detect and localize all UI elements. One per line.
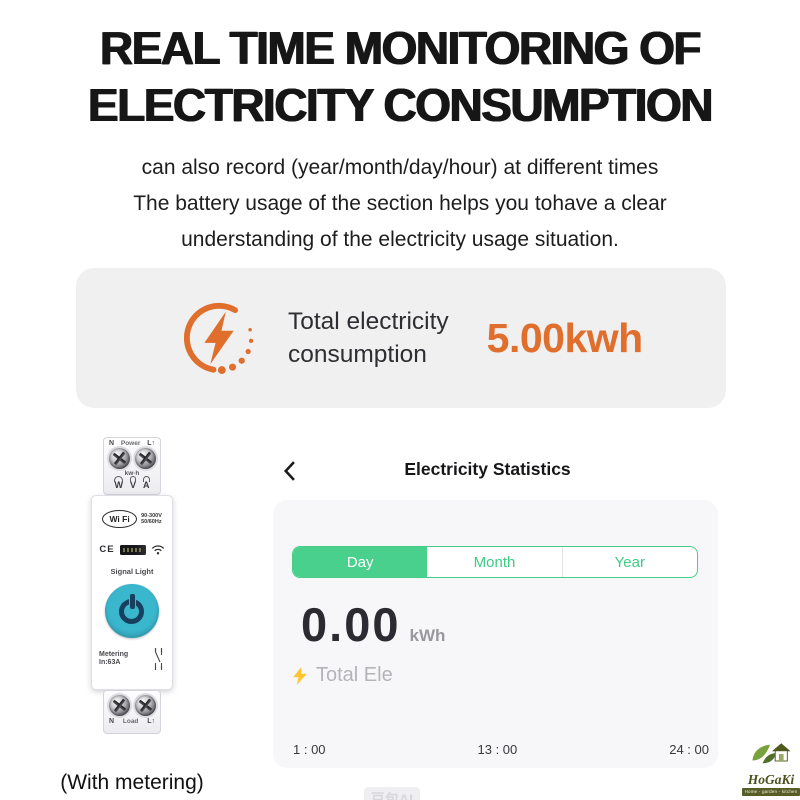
power-button: [105, 584, 159, 638]
headline: REAL TIME MONITORING OF ELECTRICITY CONS…: [0, 20, 800, 134]
brand-logo: HoGaKi Home - garden - kitchen: [742, 740, 800, 796]
current-rating: In:63A: [99, 659, 121, 666]
screw-terminal: [108, 448, 130, 469]
device-display: [119, 544, 146, 555]
lightning-circle-icon: [183, 302, 254, 374]
legend: Total Ele: [293, 664, 393, 687]
statistics-panel: Day Month Year 0.00 kWh Total Ele 1 : 00…: [273, 500, 718, 768]
tab-day[interactable]: Day: [293, 547, 428, 577]
device-bottom-terminal: N Load L↑: [103, 690, 161, 734]
metering-label: Metering: [99, 650, 129, 658]
subtitle-line-3: understanding of the electricity usage s…: [181, 228, 619, 251]
device-bottom-label-load: Load: [122, 718, 139, 725]
time-tick-start: 1 : 00: [293, 742, 326, 757]
device-bottom-label-l: L↑: [147, 718, 155, 725]
energy-reading: 0.00 kWh: [301, 597, 445, 652]
subtitle-line-2: The battery usage of the section helps y…: [133, 192, 667, 215]
device-body: Wi Fi 90-300V 50/60Hz CE Signal Light: [91, 495, 173, 690]
watermark: 豆包AI: [364, 787, 420, 800]
brand-name: HoGaKi: [747, 772, 795, 787]
screw-terminal: [108, 695, 130, 716]
device-caption: (With metering): [60, 771, 204, 794]
device-top-terminal: N Power L↑ kw·h W V A: [103, 437, 161, 495]
total-consumption-label-line1: Total electricity: [288, 308, 449, 335]
app-page-title: Electricity Statistics: [404, 459, 571, 479]
wifi-badge: Wi Fi: [102, 510, 138, 528]
leaf-house-icon: [752, 743, 791, 764]
device-bottom-label-n: N: [109, 718, 115, 725]
energy-unit: kWh: [409, 626, 446, 645]
device-kwh-label: kw·h: [124, 470, 140, 477]
total-consumption-card: Total electricity consumption 5.00kwh: [76, 268, 726, 408]
time-tick-mid: 13 : 00: [477, 742, 518, 757]
time-axis: 1 : 00 13 : 00 24 : 00: [293, 742, 709, 757]
title-line-1: REAL TIME MONITORING OF: [99, 22, 702, 74]
circuit-diagram-icon: [154, 648, 163, 670]
title-line-2: ELECTRICITY CONSUMPTION: [87, 79, 714, 131]
screw-terminal: [134, 695, 156, 716]
lightning-icon: [293, 666, 307, 685]
device-voltage: 90-300V: [141, 512, 162, 519]
time-tick-end: 24 : 00: [669, 742, 709, 757]
device-top-label-power: Power: [120, 440, 141, 447]
screw-terminal: [134, 448, 156, 469]
device-top-label-l: L↑: [147, 440, 155, 447]
smart-breaker-device: N Power L↑ kw·h W V A Wi Fi 90-300V 50/6…: [91, 437, 173, 734]
energy-value: 0.00: [301, 598, 401, 651]
tab-year[interactable]: Year: [561, 547, 697, 577]
device-meter-marks: W V A: [104, 476, 160, 490]
signal-light-label: Signal Light: [110, 567, 154, 576]
period-segmented-control: Day Month Year: [292, 546, 698, 578]
back-chevron-icon[interactable]: [283, 461, 296, 481]
subtitle: can also record (year/month/day/hour) at…: [0, 150, 800, 258]
wifi-icon: [151, 545, 164, 555]
total-consumption-label: Total electricity consumption: [288, 305, 449, 371]
brand-tagline: Home - garden - kitchen: [742, 788, 800, 796]
total-consumption-label-line2: consumption: [288, 341, 427, 368]
device-top-label-n: N: [109, 440, 115, 447]
device-frequency: 50/60Hz: [141, 519, 162, 525]
subtitle-line-1: can also record (year/month/day/hour) at…: [141, 156, 659, 179]
meter-mark-w: W: [114, 476, 123, 490]
meter-mark-a: A: [143, 476, 150, 490]
total-consumption-value: 5.00kwh: [486, 314, 644, 361]
legend-label: Total Ele: [316, 664, 393, 686]
ce-mark: CE: [99, 544, 115, 555]
meter-mark-v: V: [129, 476, 137, 490]
tab-month[interactable]: Month: [473, 553, 516, 571]
